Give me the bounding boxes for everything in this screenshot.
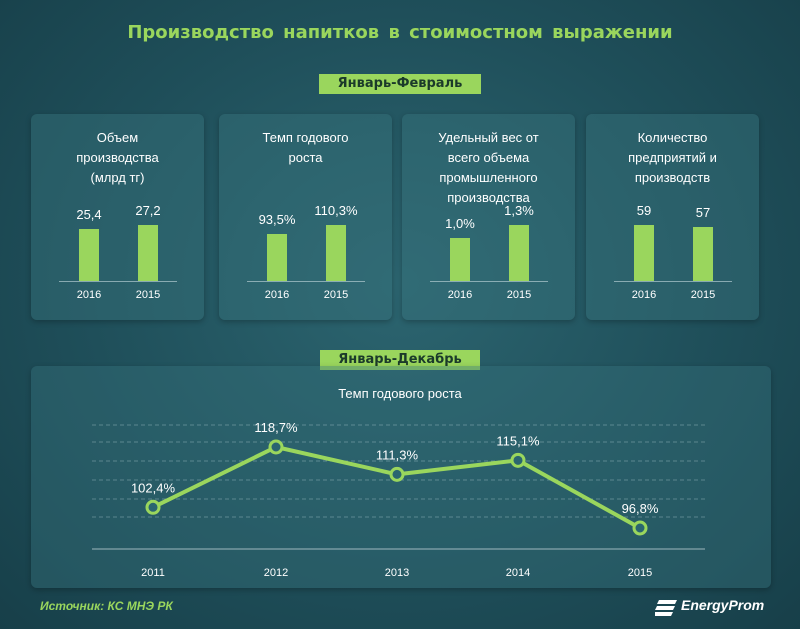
bar-category-label: 2016 [264,289,290,301]
energyprom-logo: EnergyProm [655,594,785,618]
bar-panel-1: Объем производства (млрд тг) 25,4 2016 27,2 20… [31,114,204,320]
bar-baseline [614,281,732,282]
bar-panel-title: Количество предприятий и производств [628,130,717,185]
bar-panel-title: Удельный вес от всего объема промышленного… [438,130,539,205]
banner-jan-feb: Январь-Февраль [319,74,481,94]
bar-panel-title: Темп годового роста [262,130,349,165]
bar-value-label: 59 [636,203,652,218]
bar-value-label: 93,5% [258,212,296,227]
bar-panel-title: Объем производства (млрд тг) [76,130,159,185]
line-chart-title: Темп годового роста [338,386,462,401]
logo-icon [655,600,677,616]
bar-panel-3: Удельный вес от всего объема промышленного… [402,114,575,320]
bar-value-label: 27,2 [135,203,161,218]
bar [634,225,654,281]
bar-baseline [430,281,548,282]
bar-value-label: 1,3% [504,203,534,218]
banner-jan-dec: Январь-Декабрь [320,350,480,370]
bar-value-label: 110,3% [314,203,358,218]
bar-category-label: 2016 [447,289,473,301]
bar-value-label: 1,0% [445,216,475,231]
logo-text: EnergyProm [681,597,765,613]
bar-value-label: 57 [695,205,711,220]
bar-category-label: 2015 [135,289,161,301]
bar-category-label: 2015 [323,289,349,301]
bar-panel-2: Темп годового роста 93,5% 2016 110,3% 2015 [219,114,392,320]
bar-baseline [247,281,365,282]
bar-category-label: 2016 [631,289,657,301]
bar-panel-4: Количество предприятий и производств 59 2016… [586,114,759,320]
bar-baseline [59,281,177,282]
bar [138,225,158,281]
bar-category-label: 2016 [76,289,102,301]
bar [693,227,713,281]
bar-category-label: 2015 [506,289,532,301]
bar [509,225,529,281]
bar [267,234,287,281]
bar [450,238,470,281]
bar-category-label: 2015 [690,289,716,301]
bar-value-label: 25,4 [76,207,102,222]
bar [79,229,99,281]
page-title: Производство напитков в стоимостном выра… [127,22,673,43]
bar [326,225,346,281]
source-note: Источник: КС МНЭ РК [40,599,173,613]
